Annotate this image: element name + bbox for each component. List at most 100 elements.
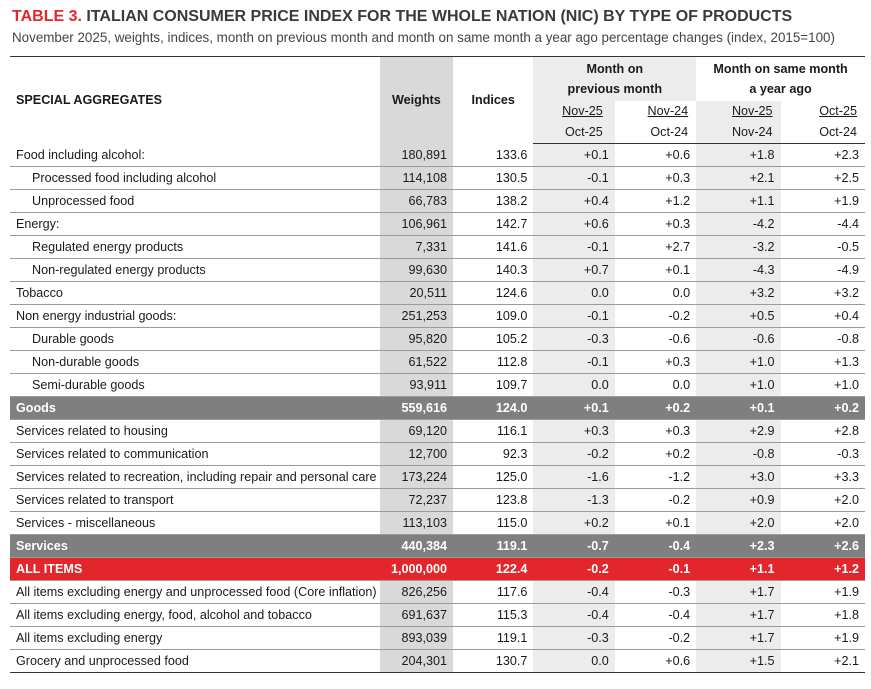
row-yoy-current: +1.0 (696, 350, 781, 374)
row-mom-current: -0.3 (533, 626, 615, 650)
row-mom-current: -1.3 (533, 488, 615, 512)
header-yoy-b-bottom: Oct-24 (780, 121, 865, 144)
table-subtitle: November 2025, weights, indices, month o… (12, 30, 835, 45)
row-yoy-prev: +2.1 (780, 649, 865, 673)
row-mom-current: +0.1 (533, 143, 615, 167)
row-index: 105.2 (453, 327, 534, 351)
header-mom-a-bottom: Oct-25 (533, 121, 615, 144)
row-label: All items excluding energy and unprocess… (10, 580, 380, 604)
row-weight: 691,637 (379, 603, 454, 627)
row-index: 130.7 (453, 649, 534, 673)
row-yoy-current: -3.2 (696, 235, 781, 259)
row-yoy-current: +1.7 (696, 626, 781, 650)
row-label: Durable goods (10, 327, 380, 351)
table-row: Unprocessed food 66,783 138.2 +0.4 +1.2 +1.1 +… (10, 189, 865, 213)
row-yoy-prev: +2.0 (780, 488, 865, 512)
row-yoy-prev: +2.6 (780, 534, 865, 558)
row-yoy-current: +2.9 (696, 419, 781, 443)
row-mom-prev: -0.6 (614, 327, 697, 351)
row-label: Services related to recreation, includin… (10, 465, 380, 489)
header-weights: Weights (379, 56, 454, 144)
row-mom-prev: +0.2 (614, 442, 697, 466)
row-mom-current: -0.4 (533, 580, 615, 604)
row-index: 138.2 (453, 189, 534, 213)
row-yoy-current: +0.5 (696, 304, 781, 328)
row-weight: 93,911 (379, 373, 454, 397)
row-yoy-current: +1.7 (696, 603, 781, 627)
table-title: TABLE 3. ITALIAN CONSUMER PRICE INDEX FO… (12, 8, 792, 26)
row-yoy-current: +2.1 (696, 166, 781, 190)
row-index: 130.5 (453, 166, 534, 190)
row-yoy-prev: -4.9 (780, 258, 865, 282)
row-yoy-prev: +3.2 (780, 281, 865, 305)
row-mom-current: -0.2 (533, 442, 615, 466)
row-weight: 826,256 (379, 580, 454, 604)
row-index: 141.6 (453, 235, 534, 259)
row-yoy-prev: +1.0 (780, 373, 865, 397)
row-mom-current: +0.2 (533, 511, 615, 535)
row-yoy-prev: +2.0 (780, 511, 865, 535)
row-label: Processed food including alcohol (10, 166, 380, 190)
row-mom-current: +0.3 (533, 419, 615, 443)
header-yoy-b-top: Oct-25 (819, 104, 857, 118)
row-mom-prev: +1.2 (614, 189, 697, 213)
row-yoy-prev: +0.2 (780, 396, 865, 420)
row-index: 116.1 (453, 419, 534, 443)
row-mom-prev: +0.2 (614, 396, 697, 420)
row-label: Non energy industrial goods: (10, 304, 380, 328)
row-label: Services - miscellaneous (10, 511, 380, 535)
row-label: Non-durable goods (10, 350, 380, 374)
row-yoy-current: +1.0 (696, 373, 781, 397)
row-index: 133.6 (453, 143, 534, 167)
table-row: Non-durable goods 61,522 112.8 -0.1 +0.3 +1.0… (10, 350, 865, 374)
row-yoy-current: +0.1 (696, 396, 781, 420)
row-mom-prev: +0.3 (614, 419, 697, 443)
header-indices: Indices (453, 56, 534, 144)
row-mom-prev: -0.2 (614, 626, 697, 650)
row-mom-prev: +2.7 (614, 235, 697, 259)
row-mom-current: +0.6 (533, 212, 615, 236)
row-yoy-prev: +1.9 (780, 580, 865, 604)
row-mom-current: 0.0 (533, 281, 615, 305)
header-mom-a-top: Nov-25 (533, 100, 615, 122)
row-weight: 61,522 (379, 350, 454, 374)
row-weight: 440,384 (379, 534, 454, 558)
row-mom-prev: +0.1 (614, 258, 697, 282)
row-yoy-current: +2.0 (696, 511, 781, 535)
header-yoy-a-top: Nov-25 (696, 100, 781, 122)
header-special-aggregates: SPECIAL AGGREGATES (10, 56, 380, 144)
row-weight: 204,301 (379, 649, 454, 673)
row-yoy-current: +1.5 (696, 649, 781, 673)
row-yoy-current: -4.3 (696, 258, 781, 282)
row-mom-prev: +0.6 (614, 143, 697, 167)
row-mom-current: +0.7 (533, 258, 615, 282)
header-yoy-line2: a year ago (749, 81, 812, 96)
row-yoy-prev: +2.5 (780, 166, 865, 190)
cpi-table: SPECIAL AGGREGATES Weights Indices Month… (10, 56, 865, 673)
row-yoy-current: +2.3 (696, 534, 781, 558)
row-yoy-prev: +0.4 (780, 304, 865, 328)
row-yoy-current: -0.8 (696, 442, 781, 466)
row-mom-prev: -0.4 (614, 603, 697, 627)
row-index: 109.0 (453, 304, 534, 328)
table-row: Services related to communication 12,700 9… (10, 442, 865, 466)
row-label: Regulated energy products (10, 235, 380, 259)
table-row-all-items: ALL ITEMS 1,000,000 122.4 -0.2 -0.1 +1.1 +1.2 (10, 557, 865, 581)
row-weight: 95,820 (379, 327, 454, 351)
row-mom-current: -0.3 (533, 327, 615, 351)
row-mom-prev: +0.1 (614, 511, 697, 535)
row-label: Semi-durable goods (10, 373, 380, 397)
table-row: Tobacco 20,511 124.6 0.0 0.0 +3.2 +3.2 (10, 281, 865, 305)
row-weight: 12,700 (379, 442, 454, 466)
row-index: 122.4 (453, 557, 534, 581)
row-weight: 106,961 (379, 212, 454, 236)
row-weight: 69,120 (379, 419, 454, 443)
row-yoy-prev: +2.3 (780, 143, 865, 167)
row-mom-prev: -0.1 (614, 557, 697, 581)
row-mom-prev: -1.2 (614, 465, 697, 489)
header-yoy: Month on same month a year ago (696, 56, 865, 101)
row-weight: 66,783 (379, 189, 454, 213)
row-label: Grocery and unprocessed food (10, 649, 380, 673)
row-weight: 173,224 (379, 465, 454, 489)
row-yoy-current: +1.1 (696, 189, 781, 213)
